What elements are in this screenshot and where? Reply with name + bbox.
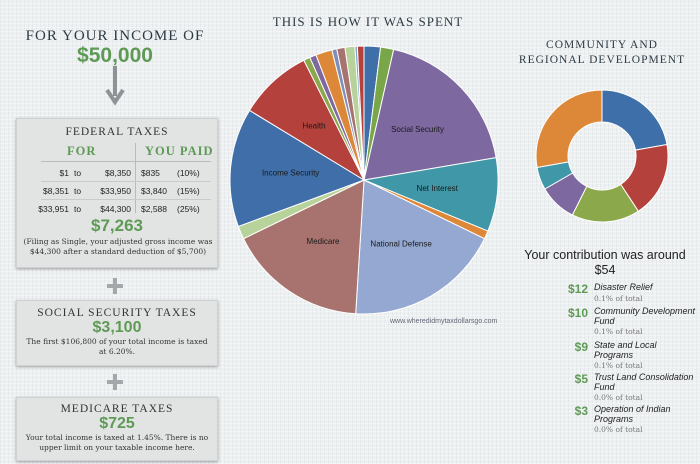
contribution-label: Your contribution was around [524, 248, 686, 262]
item-amount: $5 [574, 372, 588, 386]
item-percent: 0.1% of total [594, 294, 643, 303]
bracket-rate: (10%) [177, 168, 200, 178]
bracket-from: $33,951 [38, 204, 69, 214]
column-for: FOR [67, 144, 97, 158]
community-donut-chart [535, 89, 669, 223]
item-amount: $9 [574, 340, 588, 354]
item-name: State and Local Programs [594, 340, 657, 360]
slice-label: Social Security [391, 125, 444, 134]
item-percent: 0.1% of total [594, 361, 643, 370]
slice-label: National Defense [370, 239, 432, 248]
item-percent: 0.1% of total [594, 327, 643, 336]
item-amount: $10 [567, 306, 588, 320]
slice-label: Medicare [307, 237, 340, 246]
medicare-title: MEDICARE TAXES [60, 403, 174, 415]
bracket-to-word: to [74, 168, 82, 178]
pie-slice[interactable] [535, 89, 603, 169]
spending-chart-title: THIS IS HOW IT WAS SPENT [272, 14, 464, 29]
community-title: COMMUNITY AND REGIONAL DEVELOPMENT [516, 38, 688, 68]
pie-slice-social-security[interactable] [363, 48, 497, 181]
medicare-amount: $725 [99, 415, 135, 432]
bracket-rate: (15%) [177, 186, 200, 196]
income-title: FOR YOUR INCOME OF [25, 28, 205, 44]
social-security-amount: $3,100 [92, 319, 142, 336]
federal-taxes-card: FEDERAL TAXES FOR YOU PAID $1 to $8,350 … [16, 118, 218, 268]
column-you-paid: YOU PAID [145, 144, 214, 158]
item-name: Trust Land Consolidation Fund [594, 372, 694, 392]
pie-slice[interactable] [356, 45, 365, 181]
community-title-line-1: COMMUNITY AND [546, 39, 658, 51]
slice-label: Health [302, 121, 325, 130]
social-security-card: SOCIAL SECURITY TAXES $3,100 The first $… [16, 300, 218, 366]
bracket-to: $8,350 [105, 168, 131, 178]
income-amount: $50,000 [77, 44, 153, 67]
slice-label: Income Security [262, 169, 319, 178]
bracket-to: $33,950 [100, 186, 131, 196]
social-security-title: SOCIAL SECURITY TAXES [37, 307, 197, 319]
bracket-paid: $2,588 [141, 204, 167, 214]
item-percent: 0.0% of total [594, 425, 643, 434]
item-amount: $12 [567, 282, 588, 296]
bracket-paid: $835 [141, 168, 160, 178]
community-title-line-2: REGIONAL DEVELOPMENT [518, 54, 686, 66]
bracket-rate: (25%) [177, 204, 200, 214]
bracket-from: $8,351 [43, 186, 69, 196]
pie-slice-national-defense[interactable] [355, 179, 486, 315]
federal-total: $7,263 [91, 216, 143, 235]
down-arrow-icon [105, 66, 125, 106]
contribution-summary: Your contribution was around $54 [520, 248, 690, 278]
contribution-amount: $54 [594, 263, 616, 277]
bracket-from: $1 [59, 168, 69, 178]
item-name: Disaster Relief [594, 282, 653, 292]
federal-taxes-title: FEDERAL TAXES [65, 126, 169, 138]
plus-icon [107, 278, 123, 294]
social-security-note: The first $106,800 of your total income … [26, 337, 208, 356]
bracket-to: $44,300 [100, 204, 131, 214]
medicare-note: Your total income is taxed at 1.45%. The… [25, 433, 209, 452]
source-link[interactable]: www.wheredidmytaxdollarsgo.com [390, 318, 498, 325]
medicare-card: MEDICARE TAXES $725 Your total income is… [16, 397, 218, 461]
slice-label: Net Interest [417, 184, 459, 193]
federal-note: (Filing as Single, your adjusted gross i… [23, 237, 213, 256]
item-percent: 0.0% of total [594, 393, 643, 402]
item-name: Operation of Indian Programs [594, 404, 671, 424]
bracket-to-word: to [74, 204, 82, 214]
bracket-to-word: to [74, 186, 82, 196]
pie-slice[interactable] [601, 89, 668, 151]
bracket-paid: $3,840 [141, 186, 167, 196]
spending-pie-chart: Social Security Net Interest National Defe… [229, 45, 499, 315]
pie-slice-medicare[interactable] [242, 179, 365, 315]
item-name: Community Development Fund [594, 306, 696, 326]
plus-icon [107, 374, 123, 390]
item-amount: $3 [574, 404, 588, 418]
pie-slice-income-security[interactable] [229, 109, 366, 228]
